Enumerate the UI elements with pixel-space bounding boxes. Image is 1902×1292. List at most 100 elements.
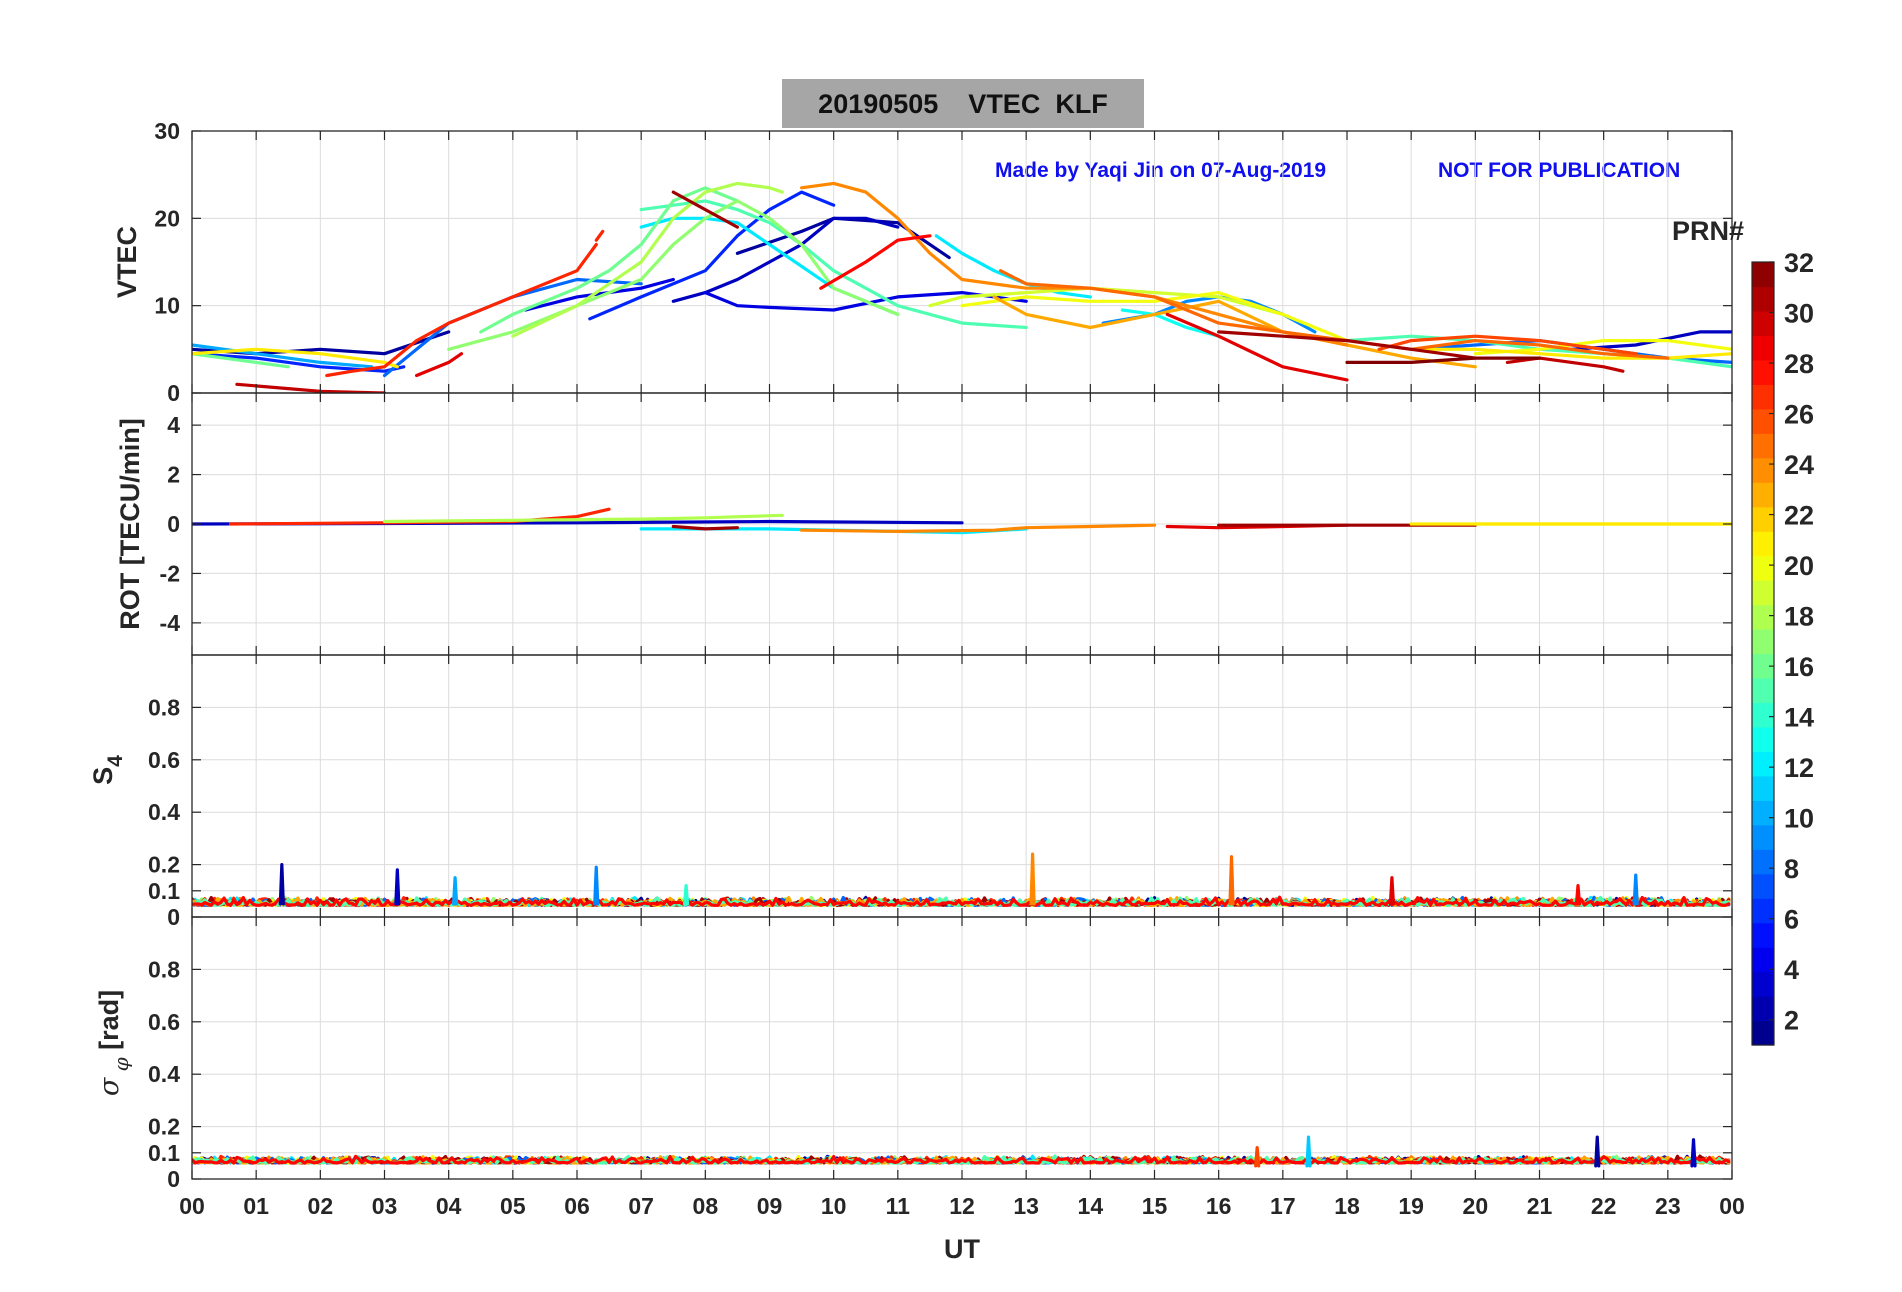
x-tick-label: 05: [500, 1193, 526, 1219]
colorbar-segment: [1752, 262, 1774, 288]
title-box: 20190505 VTEC KLF: [782, 79, 1144, 128]
publication-note: NOT FOR PUBLICATION: [1438, 159, 1680, 182]
y-tick-label: 0.1: [148, 1140, 180, 1166]
colorbar-segment: [1752, 947, 1774, 973]
spike-prn-3: [1690, 1138, 1697, 1168]
x-tick-label: 18: [1334, 1193, 1360, 1219]
x-tick-label: 08: [693, 1193, 719, 1219]
colorbar-segment: [1752, 310, 1774, 337]
y-tick-label: 0.4: [148, 1061, 180, 1087]
colorbar-tick-label: 8: [1784, 854, 1799, 884]
y-tick-label: 0.6: [148, 747, 180, 773]
vtec-axis-title: VTEC: [112, 226, 142, 298]
y-tick-label: 0: [167, 380, 180, 406]
colorbar-segment: [1752, 702, 1774, 728]
series-prn-20: [960, 291, 1349, 343]
colorbar-segment: [1752, 677, 1774, 704]
colorbar-segment: [1752, 922, 1774, 948]
colorbar-segment: [1752, 359, 1774, 385]
y-tick-label: 0: [167, 904, 180, 930]
svg-text:S4: S4: [88, 755, 127, 785]
series-prn-10: [192, 343, 374, 369]
series-prn-32: [1345, 356, 1542, 364]
series-prn-30: [1505, 356, 1625, 373]
colorbar-segment: [1752, 849, 1774, 875]
spike-prn-29: [1388, 876, 1396, 906]
y-tick-label: 4: [167, 412, 180, 438]
x-tick-label: 03: [372, 1193, 398, 1219]
x-axis-title: UT: [944, 1234, 980, 1264]
series-prn-28: [819, 234, 932, 290]
series-prn-3: [1570, 330, 1732, 351]
chart-title: 20190505 VTEC KLF: [818, 89, 1108, 119]
series-prn-31: [671, 524, 739, 531]
x-tick-label: 14: [1078, 1193, 1104, 1219]
y-tick-label: 0.8: [148, 956, 180, 982]
series-prn-31: [671, 190, 739, 229]
rot-axis-title: ROT [TECU/min]: [115, 418, 145, 629]
series-prn-28: [192, 895, 1731, 907]
y-tick-label: 0.2: [148, 1114, 180, 1140]
series-prn-21: [1409, 347, 1732, 360]
y-tick-label: 0.4: [148, 799, 180, 825]
x-tick-label: 19: [1398, 1193, 1424, 1219]
panel-grid: [192, 917, 1732, 1179]
series-prn-24: [800, 523, 1157, 533]
spike-prn-25: [1228, 855, 1235, 906]
colorbar-tick-label: 6: [1784, 905, 1799, 935]
y-tick-label: 0.8: [148, 694, 180, 720]
x-tick-label: 02: [308, 1193, 334, 1219]
colorbar-tick-label: 4: [1784, 955, 1799, 985]
series-prn-29: [1165, 312, 1349, 382]
y-tick-label: 20: [154, 205, 180, 231]
x-tick-label: 01: [243, 1193, 269, 1219]
series-prn-3: [767, 216, 900, 264]
colorbar-segment: [1752, 653, 1774, 679]
colorbar-segment: [1752, 506, 1774, 532]
colorbar-tick-label: 20: [1784, 551, 1814, 581]
panel-3: 00.10.2 0.4 0.6 0.8: [148, 654, 1733, 930]
y-tick-label: -2: [160, 560, 180, 586]
spike-prn-28: [1574, 883, 1582, 906]
colorbar-segment: [1752, 580, 1774, 606]
colorbar-segment: [1752, 726, 1774, 752]
colorbar-segment: [1752, 898, 1774, 924]
panel-series: [192, 181, 1732, 393]
spike-prn-26: [1254, 1145, 1261, 1168]
series-prn-23: [992, 295, 1477, 369]
colorbar-segment: [1752, 384, 1774, 410]
colorbar-segment: [1752, 408, 1774, 434]
colorbar-segment: [1752, 800, 1774, 826]
colorbar-segment: [1752, 433, 1774, 459]
series-prn-16: [479, 186, 739, 334]
series-prn-27: [325, 242, 598, 378]
series-prn-31: [1217, 330, 1477, 360]
spike-prn-2: [1594, 1135, 1601, 1168]
series-prn-15: [639, 199, 1028, 330]
series-prn-24: [800, 181, 1349, 347]
series-prn-25: [998, 269, 1670, 360]
x-tick-label: 11: [886, 1193, 911, 1219]
panel-grid: [192, 655, 1732, 917]
x-tick-label: 04: [436, 1193, 462, 1219]
colorbar-segment: [1752, 531, 1774, 557]
colorbar-tick-label: 16: [1784, 652, 1814, 682]
colorbar-tick-label: 12: [1784, 753, 1814, 783]
x-tick-label: 15: [1142, 1193, 1168, 1219]
y-tick-label: 0.2: [148, 852, 180, 878]
spike-prn-11: [1305, 1135, 1312, 1168]
panels: 0102030-4-202400.10.20.40.60.800.10.20.4…: [148, 118, 1733, 1192]
panel-4: 00.10.2 0.4 0.6 0.8: [148, 916, 1733, 1192]
x-tick-label: 10: [821, 1193, 847, 1219]
x-tick-label: 00: [1719, 1193, 1745, 1219]
x-tick-label: 17: [1270, 1193, 1296, 1219]
x-tick-label: 07: [628, 1193, 654, 1219]
colorbar-segment: [1752, 873, 1774, 899]
colorbar-segment: [1752, 751, 1774, 777]
spike-prn-9: [593, 865, 600, 906]
spike-prn-10: [451, 876, 459, 906]
x-tick-labels: 00 01 02 03 04 05 06 07 08 09 10 11 12 13 14 15 16 17 18 19…: [179, 1193, 1745, 1219]
y-tick-label: -4: [160, 610, 181, 636]
spike-prn-24: [1029, 852, 1036, 906]
